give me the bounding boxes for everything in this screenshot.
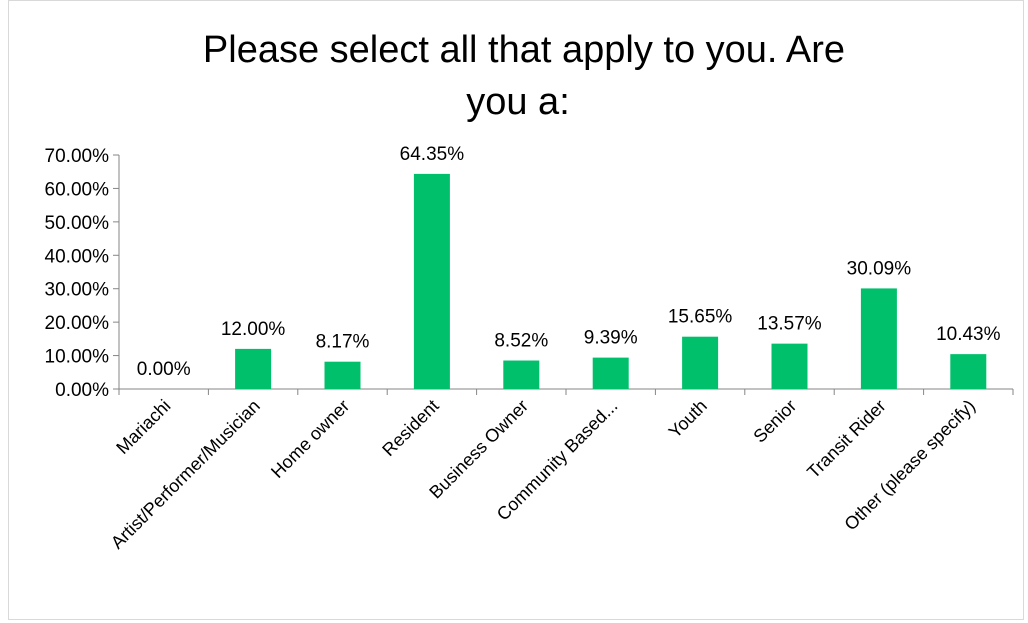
category-label: Resident	[378, 396, 442, 460]
bar	[682, 336, 719, 389]
y-tick-label: 60.00%	[45, 179, 110, 200]
y-axis: 0.00% 10.00% 20.00% 30.00% 40.00% 50.00% 60.00…	[45, 146, 120, 401]
data-label: 8.17%	[316, 332, 370, 353]
bar	[413, 173, 450, 389]
category-label: Home owner	[267, 396, 353, 482]
data-label: 30.09%	[847, 258, 912, 279]
bar	[503, 360, 540, 389]
y-tick-label: 70.00%	[45, 146, 110, 167]
category-label: Youth	[665, 396, 711, 442]
bar	[324, 361, 361, 389]
y-tick-label: 50.00%	[45, 213, 110, 234]
data-label: 10.43%	[936, 324, 1001, 345]
chart-title-line-1: Please select all that apply to you. Are	[203, 29, 845, 71]
category-label: Mariachi	[112, 396, 174, 458]
data-label: 8.52%	[494, 331, 548, 352]
chart-frame	[8, 0, 1024, 620]
data-labels: 0.00% 12.00% 8.17% 64.35% 8.52% 9.39% 15.65% 13…	[137, 144, 1001, 380]
data-label: 13.57%	[757, 314, 822, 335]
bar	[860, 288, 897, 389]
chart-title-line-2: you a:	[466, 81, 570, 123]
y-tick-label: 10.00%	[45, 347, 110, 368]
data-label: 9.39%	[584, 328, 638, 349]
bar	[950, 354, 987, 389]
y-tick-label: 40.00%	[45, 246, 110, 267]
x-axis	[118, 388, 1014, 395]
category-label: Transit Rider	[803, 396, 890, 483]
y-tick-label: 20.00%	[45, 313, 110, 334]
data-label: 15.65%	[668, 307, 733, 328]
y-tick-label: 30.00%	[45, 280, 110, 301]
bar	[592, 357, 629, 389]
bar	[771, 343, 808, 389]
category-label: Senior	[749, 396, 800, 447]
category-label: Artist/Performer/Musician	[107, 396, 264, 553]
bars	[235, 173, 987, 389]
data-label: 0.00%	[137, 359, 191, 380]
bar	[235, 348, 272, 389]
y-tick-label: 0.00%	[55, 380, 109, 401]
data-label: 64.35%	[400, 144, 465, 165]
data-label: 12.00%	[221, 319, 286, 340]
